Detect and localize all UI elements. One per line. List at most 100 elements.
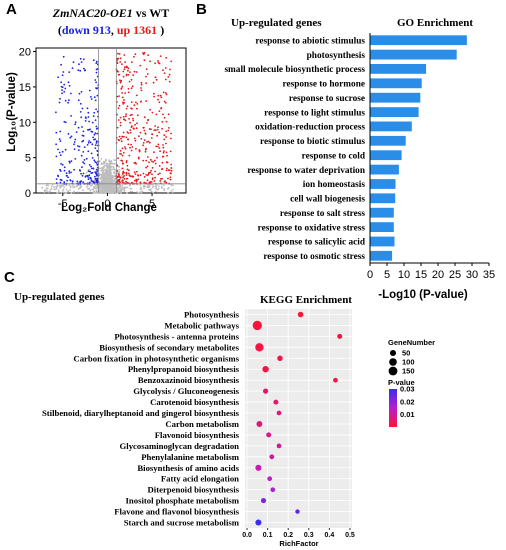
- volcano-point: [61, 189, 64, 192]
- volcano-point: [149, 60, 152, 63]
- go-bar: [370, 250, 393, 261]
- volcano-point: [62, 71, 65, 73]
- go-bar: [370, 222, 394, 232]
- volcano-point: [122, 170, 125, 173]
- volcano-point: [80, 90, 83, 93]
- volcano-point: [64, 99, 67, 102]
- volcano-point: [122, 176, 124, 179]
- volcano-point: [167, 129, 170, 132]
- volcano-point: [145, 174, 148, 176]
- volcano-xtick-label: 5: [149, 198, 155, 210]
- volcano-point: [132, 117, 134, 120]
- volcano-point: [151, 177, 154, 180]
- volcano-point: [79, 102, 82, 105]
- go-bar: [370, 92, 421, 103]
- go-category-label: response to biotic stimulus: [260, 137, 365, 147]
- volcano-point: [58, 151, 61, 154]
- volcano-point: [170, 190, 173, 192]
- volcano-point: [80, 61, 83, 63]
- volcano-point: [65, 172, 68, 175]
- volcano-point: [88, 128, 90, 131]
- volcano-point: [69, 136, 72, 139]
- volcano-point: [120, 140, 123, 143]
- volcano-point: [162, 69, 164, 72]
- kegg-xtick-label: 0.4: [324, 532, 334, 539]
- volcano-point: [142, 53, 145, 56]
- go-bar: [370, 207, 394, 218]
- kegg-point: [295, 509, 300, 514]
- volcano-point: [169, 150, 172, 153]
- volcano-point: [121, 85, 124, 88]
- volcano-point: [120, 137, 122, 140]
- volcano-point: [50, 185, 53, 188]
- kegg-header-left: Up-regulated genes: [14, 291, 105, 303]
- volcano-point: [125, 74, 128, 77]
- volcano-point: [82, 172, 85, 175]
- volcano-point: [100, 169, 103, 172]
- volcano-point: [87, 188, 90, 190]
- volcano-point: [96, 60, 98, 63]
- kegg-category-label: Glycosaminoglycan degradation: [120, 441, 240, 451]
- volcano-point: [73, 186, 75, 188]
- volcano-point: [122, 131, 125, 134]
- volcano-point: [93, 159, 96, 162]
- volcano-point: [118, 184, 121, 187]
- volcano-point: [130, 107, 133, 110]
- volcano-point: [167, 177, 169, 180]
- volcano-ylabel: Log₁₀(P-value): [6, 72, 18, 152]
- go-category-label: response to salicylic acid: [268, 238, 366, 248]
- kegg-xtick-label: 0.3: [304, 532, 314, 539]
- volcano-point: [163, 150, 165, 153]
- volcano-point: [137, 174, 140, 177]
- volcano-point: [68, 71, 71, 73]
- volcano-point: [62, 188, 65, 191]
- volcano-point: [129, 114, 132, 117]
- volcano-point: [103, 165, 106, 167]
- volcano-point: [111, 178, 113, 180]
- volcano-point: [126, 186, 129, 189]
- volcano-point: [107, 164, 110, 167]
- volcano-point: [118, 135, 121, 138]
- volcano-point: [129, 129, 132, 132]
- volcano-point: [135, 101, 137, 104]
- volcano-point: [120, 87, 123, 89]
- volcano-point: [67, 190, 69, 193]
- go-xtick-label: 10: [398, 269, 410, 281]
- volcano-point: [116, 191, 119, 194]
- volcano-point: [146, 73, 149, 75]
- volcano-point: [83, 159, 86, 161]
- volcano-point: [136, 191, 138, 194]
- volcano-point: [96, 177, 98, 180]
- volcano-point: [142, 144, 145, 147]
- volcano-point: [53, 186, 56, 188]
- volcano-point: [154, 62, 157, 65]
- volcano-point: [103, 191, 106, 194]
- volcano-point: [48, 191, 50, 194]
- volcano-point: [157, 98, 159, 101]
- volcano-point: [119, 191, 121, 194]
- volcano-point: [102, 187, 104, 190]
- volcano-point: [45, 184, 48, 187]
- volcano-point: [159, 55, 162, 57]
- volcano-point: [61, 163, 64, 166]
- volcano-point: [126, 164, 129, 167]
- volcano-point: [118, 171, 120, 173]
- volcano-point: [131, 113, 133, 116]
- volcano-point: [143, 187, 146, 190]
- volcano-point: [133, 55, 135, 58]
- volcano-point: [88, 174, 91, 177]
- legend-color-ticks: 0.03 0.02 0.01: [400, 385, 415, 419]
- volcano-up-count: up 1361: [117, 23, 157, 37]
- volcano-point: [60, 179, 63, 182]
- volcano-point: [55, 143, 57, 146]
- volcano-point: [109, 174, 112, 176]
- volcano-point: [79, 181, 82, 184]
- volcano-point: [63, 169, 66, 172]
- volcano-point: [155, 187, 158, 189]
- kegg-xtick-label: 0.2: [283, 532, 293, 539]
- volcano-point: [165, 56, 168, 59]
- volcano-point: [167, 169, 170, 172]
- volcano-point: [158, 185, 160, 188]
- volcano-point: [137, 191, 140, 194]
- kegg-point: [277, 355, 283, 362]
